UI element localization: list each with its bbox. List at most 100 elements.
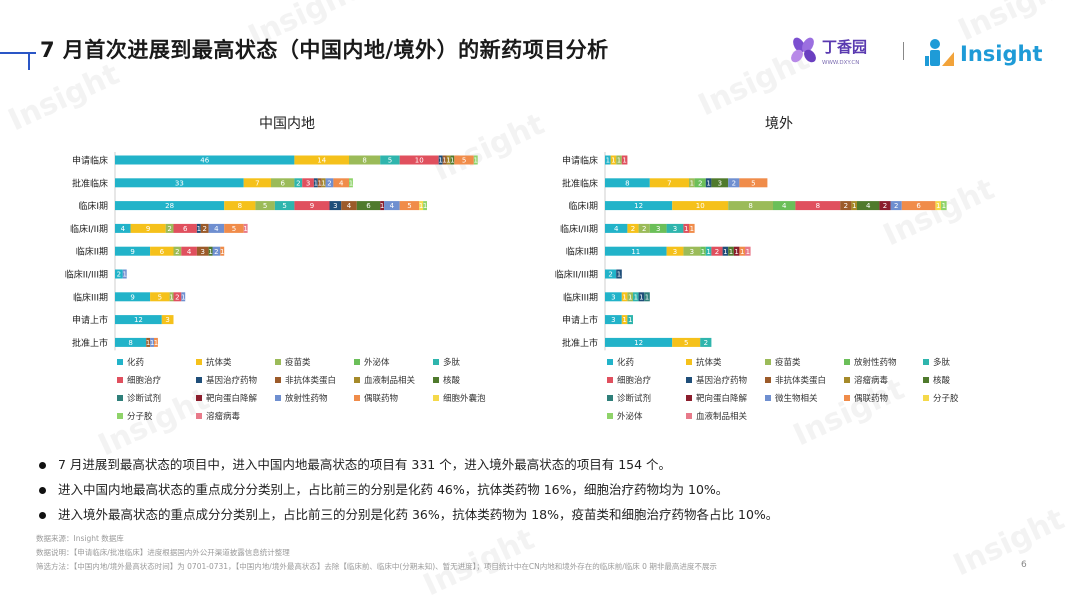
data-label: 2 xyxy=(608,271,612,279)
data-label: 1 xyxy=(243,225,247,233)
dxy-logo-text: 丁香园 xyxy=(822,38,867,56)
bar-segment xyxy=(605,178,650,188)
bar-segment xyxy=(890,201,902,211)
data-label: 5 xyxy=(158,293,162,301)
data-label: 1 xyxy=(220,248,224,256)
legend-swatch xyxy=(607,395,613,401)
legend-swatch xyxy=(196,413,202,419)
bar-segment xyxy=(851,201,857,211)
bar-segment xyxy=(454,155,474,165)
data-label: 1 xyxy=(723,248,727,256)
data-label: 9 xyxy=(310,202,314,210)
legend-swatch xyxy=(844,359,850,365)
data-label: 3 xyxy=(165,316,169,324)
legend-swatch xyxy=(607,359,613,365)
data-label: 5 xyxy=(388,157,392,165)
legend-swatch xyxy=(607,377,613,383)
category-label: 临床II/III期 xyxy=(555,269,598,281)
bar-segment xyxy=(317,178,322,188)
summary-bullet: 7 月进展到最高状态的项目中，进入中国内地最高状态的项目有 331 个，进入境外… xyxy=(36,456,1036,481)
bar-segment xyxy=(621,292,628,302)
legend-label: 偶联药物 xyxy=(854,393,889,404)
data-label: 4 xyxy=(214,225,219,233)
data-label: 8 xyxy=(748,202,752,210)
data-label: 4 xyxy=(866,202,871,210)
bar-segment xyxy=(633,292,639,302)
bar-segment xyxy=(349,178,353,188)
data-label: 4 xyxy=(390,202,395,210)
data-label: 1 xyxy=(154,339,158,347)
data-label: 11 xyxy=(631,248,640,256)
data-label: 3 xyxy=(611,316,615,324)
data-label: 5 xyxy=(462,157,466,165)
legend-swatch xyxy=(275,377,281,383)
legend-swatch xyxy=(433,377,439,383)
bar-segment xyxy=(649,223,667,233)
data-label: 1 xyxy=(611,157,615,165)
bar-segment xyxy=(115,223,131,233)
data-label: 1 xyxy=(690,179,694,187)
summary-bullet: 进入中国内地最高状态的重点成分分类别上，占比前三的分别是化药 46%，抗体类药物… xyxy=(36,481,1036,506)
data-label: 1 xyxy=(318,179,322,187)
bar-segment xyxy=(341,201,357,211)
bar-segment xyxy=(644,292,650,302)
legend-swatch xyxy=(354,359,360,365)
legend-swatch xyxy=(686,377,692,383)
legend-label: 靶向蛋白降解 xyxy=(696,393,748,404)
legend-label: 化药 xyxy=(617,357,634,368)
legend-label: 细胞治疗 xyxy=(617,375,652,386)
data-label: 2 xyxy=(296,179,300,187)
bar-segment xyxy=(616,269,622,279)
bar-segment xyxy=(840,201,852,211)
bar-segment xyxy=(313,178,318,188)
legend-label: 诊断试剂 xyxy=(617,393,651,404)
data-label: 1 xyxy=(852,202,856,210)
bar-segment xyxy=(150,246,174,256)
data-label: 2 xyxy=(715,248,719,256)
legend-swatch xyxy=(196,359,202,365)
bar-segment xyxy=(689,223,695,233)
data-label: 3 xyxy=(673,248,677,256)
bar-segment xyxy=(349,155,381,165)
bar-segment xyxy=(274,201,295,211)
data-label: 4 xyxy=(347,202,352,210)
legend-swatch xyxy=(765,395,771,401)
legend-swatch xyxy=(275,359,281,365)
bar-segment xyxy=(700,246,706,256)
data-label: 6 xyxy=(366,202,371,210)
page-title: 7 月首次进展到最高状态（中国内地/境外）的新药项目分析 xyxy=(40,38,609,62)
data-label: 2 xyxy=(642,225,646,233)
bar-segment xyxy=(473,155,478,165)
data-label: 1 xyxy=(150,339,154,347)
data-label: 2 xyxy=(327,179,331,187)
bar-segment xyxy=(711,178,729,188)
legend-label: 血液制品相关 xyxy=(696,411,748,422)
data-label: 1 xyxy=(639,293,643,301)
category-label: 申请上市 xyxy=(562,314,598,326)
data-label: 1 xyxy=(936,202,940,210)
legend-label: 细胞治疗 xyxy=(127,375,162,386)
bar-segment xyxy=(438,155,443,165)
legend-label: 血液制品相关 xyxy=(364,375,416,386)
bar-segment xyxy=(333,178,349,188)
data-label: 1 xyxy=(622,316,626,324)
data-label: 2 xyxy=(631,225,635,233)
data-label: 1 xyxy=(123,271,127,279)
legend-label: 核酸 xyxy=(933,375,951,386)
legend-label: 多肽 xyxy=(443,357,461,368)
insight-logo: Insight xyxy=(925,39,1042,66)
data-label: 1 xyxy=(146,339,150,347)
logo-separator xyxy=(903,42,904,60)
category-label: 批准上市 xyxy=(72,337,108,349)
page-number: 6 xyxy=(1021,560,1027,570)
data-label: 2 xyxy=(698,179,702,187)
data-label: 1 xyxy=(729,248,733,256)
legend-label: 外泌体 xyxy=(617,411,643,422)
data-label: 1 xyxy=(942,202,946,210)
data-label: 2 xyxy=(202,225,206,233)
insight-logo-text: Insight xyxy=(960,42,1042,66)
dxy-flower-icon xyxy=(791,37,816,63)
data-label: 1 xyxy=(706,179,710,187)
bar-segment xyxy=(605,201,673,211)
